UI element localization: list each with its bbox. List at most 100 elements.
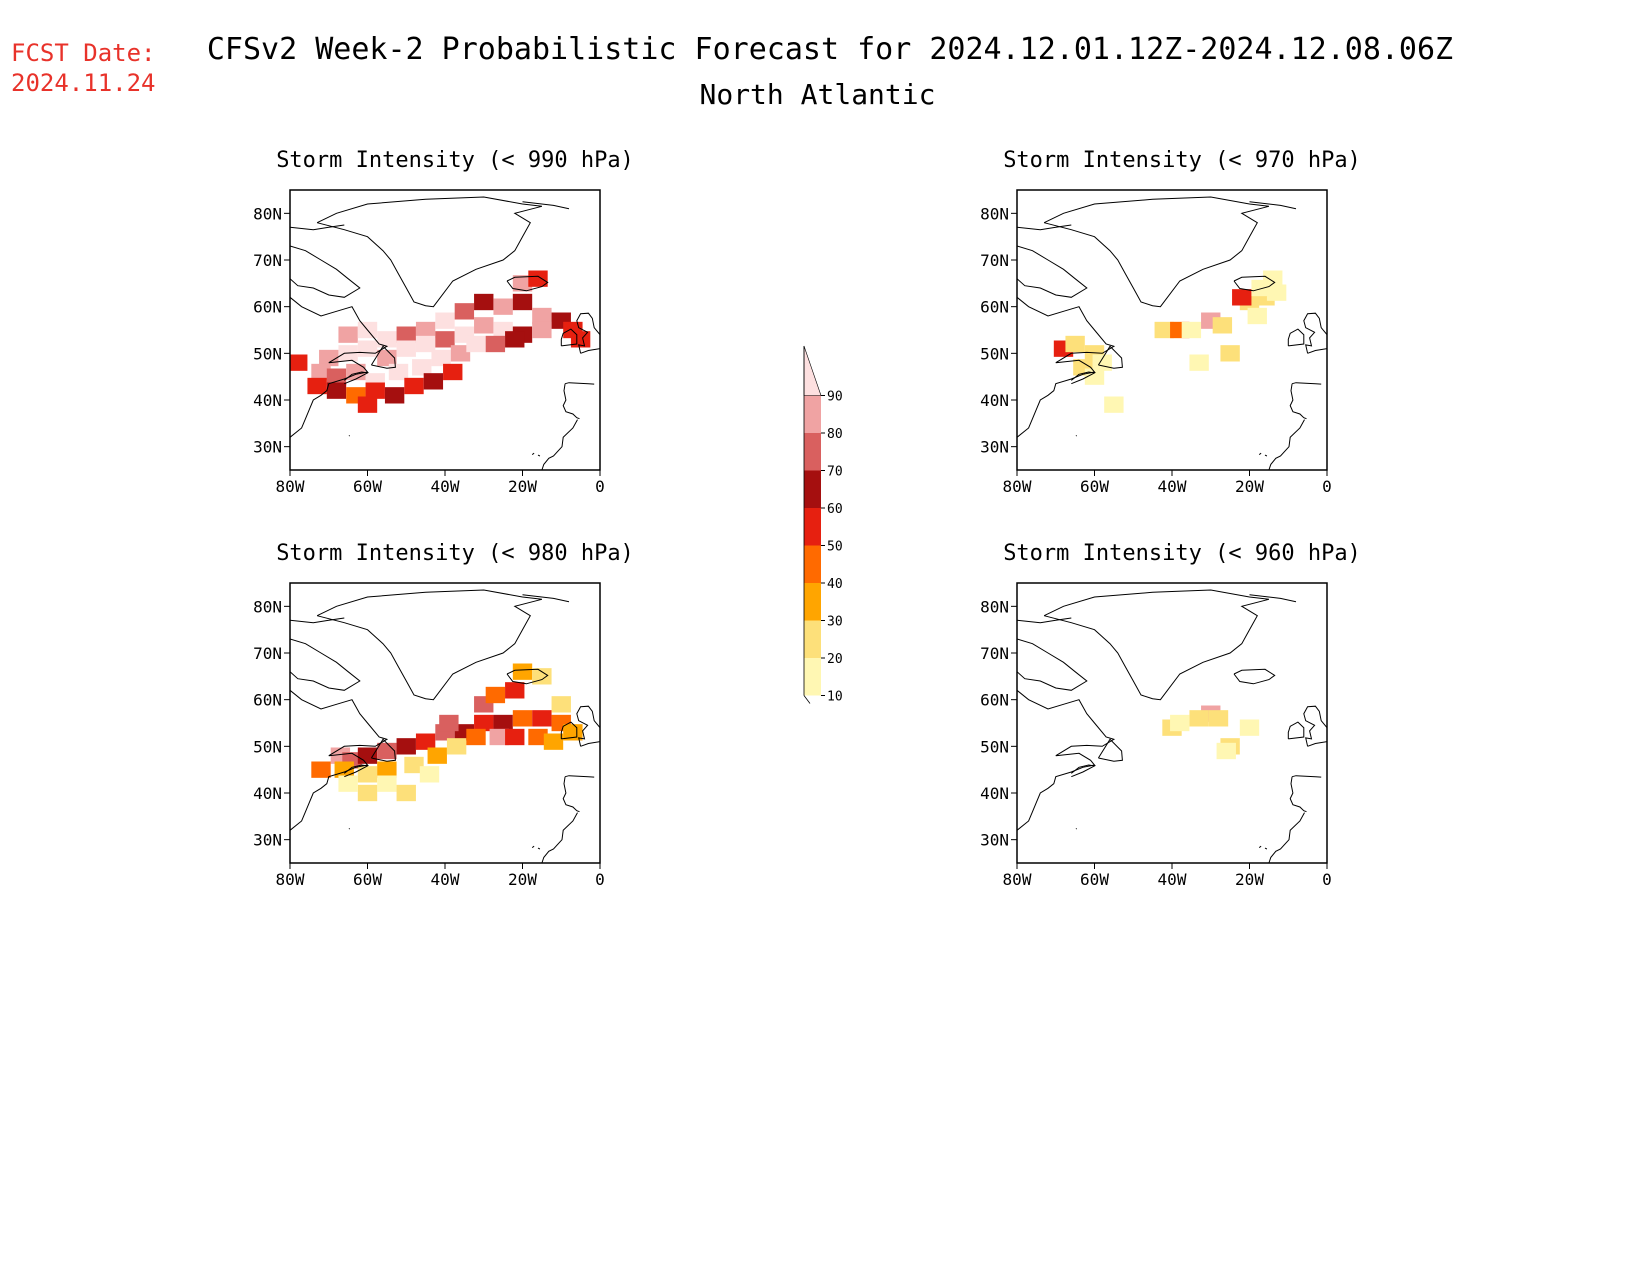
coastline	[1249, 201, 1297, 210]
probability-cell	[485, 335, 506, 353]
probability-cell	[446, 738, 467, 755]
coastline	[1258, 452, 1262, 456]
probability-cell	[551, 696, 571, 713]
probability-cell	[505, 728, 525, 746]
colorbar-swatch	[804, 545, 821, 583]
colorbar-label: 90	[827, 390, 843, 405]
probability-cell	[1170, 714, 1190, 732]
probability-cell	[1212, 317, 1233, 334]
coastline	[1264, 454, 1268, 457]
probability-cell	[319, 349, 339, 367]
probability-cell	[505, 682, 525, 699]
lon-label: 20W	[508, 477, 537, 496]
probability-cell	[474, 714, 494, 732]
colorbar-label: 50	[827, 540, 843, 555]
coastline	[290, 689, 389, 831]
map-frame	[289, 189, 601, 471]
panel-title: Storm Intensity (< 980 hPa)	[276, 541, 634, 566]
probability-cell	[512, 663, 533, 680]
map-panel-970: Storm Intensity (< 970 hPa) 80N 70N 60N 50N…	[972, 148, 1392, 568]
coastline	[1070, 371, 1097, 385]
probability-cell	[396, 326, 416, 343]
colorbar-label: 80	[827, 427, 843, 442]
lon-label: 40W	[431, 477, 460, 496]
colorbar-bottom-arrow	[803, 695, 811, 704]
coastline	[619, 683, 631, 704]
probability-cell	[454, 303, 475, 320]
probability-cell	[419, 766, 440, 783]
coastline	[576, 312, 600, 354]
probability-cell	[338, 775, 358, 792]
probability-cell	[532, 710, 552, 727]
colorbar-swatch	[804, 395, 821, 433]
lat-label: 70N	[980, 251, 1009, 270]
lat-label: 60N	[253, 691, 282, 710]
probability-cell	[1092, 354, 1112, 371]
probability-cell	[377, 331, 397, 348]
coastline	[1017, 296, 1116, 438]
probability-cell	[450, 345, 471, 362]
probability-cell	[532, 668, 552, 685]
probability-cell	[1247, 307, 1267, 325]
lat-label: 40N	[980, 784, 1009, 803]
lat-label: 60N	[253, 298, 282, 317]
lat-label: 30N	[253, 831, 282, 850]
probability-cell	[431, 349, 451, 367]
colorbar-swatch	[804, 658, 821, 696]
coastline	[541, 419, 578, 470]
lat-label: 30N	[980, 438, 1009, 457]
lon-label: 60W	[353, 477, 382, 496]
colorbar-top-arrow	[803, 345, 822, 396]
probability-cell	[1220, 345, 1240, 362]
map-panel-990: Storm Intensity (< 990 hPa) 80N 70N 60N 50N…	[245, 148, 665, 568]
lat-label: 50N	[253, 344, 282, 363]
lat-label: 40N	[253, 391, 282, 410]
probability-cell	[1239, 719, 1260, 736]
lat-label: 50N	[253, 737, 282, 756]
coastline	[541, 812, 578, 863]
probability-cell	[1216, 742, 1236, 760]
coastline	[506, 275, 549, 292]
probability-cell	[357, 396, 378, 413]
probability-cell	[311, 761, 331, 778]
probability-cell	[543, 733, 564, 750]
lat-label: 70N	[980, 644, 1009, 663]
region-subtitle: North Atlantic	[699, 78, 936, 111]
coastline	[537, 454, 541, 457]
coastline	[1289, 776, 1307, 813]
lat-label: 40N	[253, 784, 282, 803]
lon-label: 20W	[1235, 477, 1264, 496]
lat-label: 70N	[253, 251, 282, 270]
probability-cell	[377, 742, 397, 760]
probability-cell	[338, 326, 358, 343]
lon-label: 20W	[508, 870, 537, 889]
colorbar-label: 60	[827, 502, 843, 517]
lon-label: 60W	[1080, 870, 1109, 889]
lat-label: 80N	[980, 597, 1009, 616]
coastline	[370, 738, 396, 762]
coastline	[290, 224, 345, 231]
map-panel-960: Storm Intensity (< 960 hPa) 80N 70N 60N 50N…	[972, 541, 1392, 961]
probability-cell	[311, 363, 331, 381]
lat-label: 50N	[980, 737, 1009, 756]
lon-label: 0	[1322, 477, 1332, 496]
coastline	[290, 296, 389, 438]
probability-cell	[505, 331, 525, 348]
colorbar-label: 40	[827, 577, 843, 592]
coastline	[1043, 196, 1270, 308]
probability-cell	[423, 373, 444, 390]
coastline	[1017, 245, 1088, 298]
lon-label: 80W	[1003, 870, 1032, 889]
coastline	[1017, 617, 1072, 624]
lon-label: 40W	[431, 870, 460, 889]
coastline	[316, 196, 543, 308]
probability-cell	[377, 775, 397, 792]
lat-label: 30N	[980, 831, 1009, 850]
coastline	[564, 775, 595, 778]
colorbar-label: 70	[827, 465, 843, 480]
probability-cell	[1266, 284, 1287, 301]
map-svg: 80N 70N 60N 50N 40N 30N 80W 60W 40W 20W 0	[980, 189, 1332, 496]
lat-label: 60N	[980, 298, 1009, 317]
colorbar-label: 30	[827, 615, 843, 630]
probability-cell	[435, 312, 455, 329]
